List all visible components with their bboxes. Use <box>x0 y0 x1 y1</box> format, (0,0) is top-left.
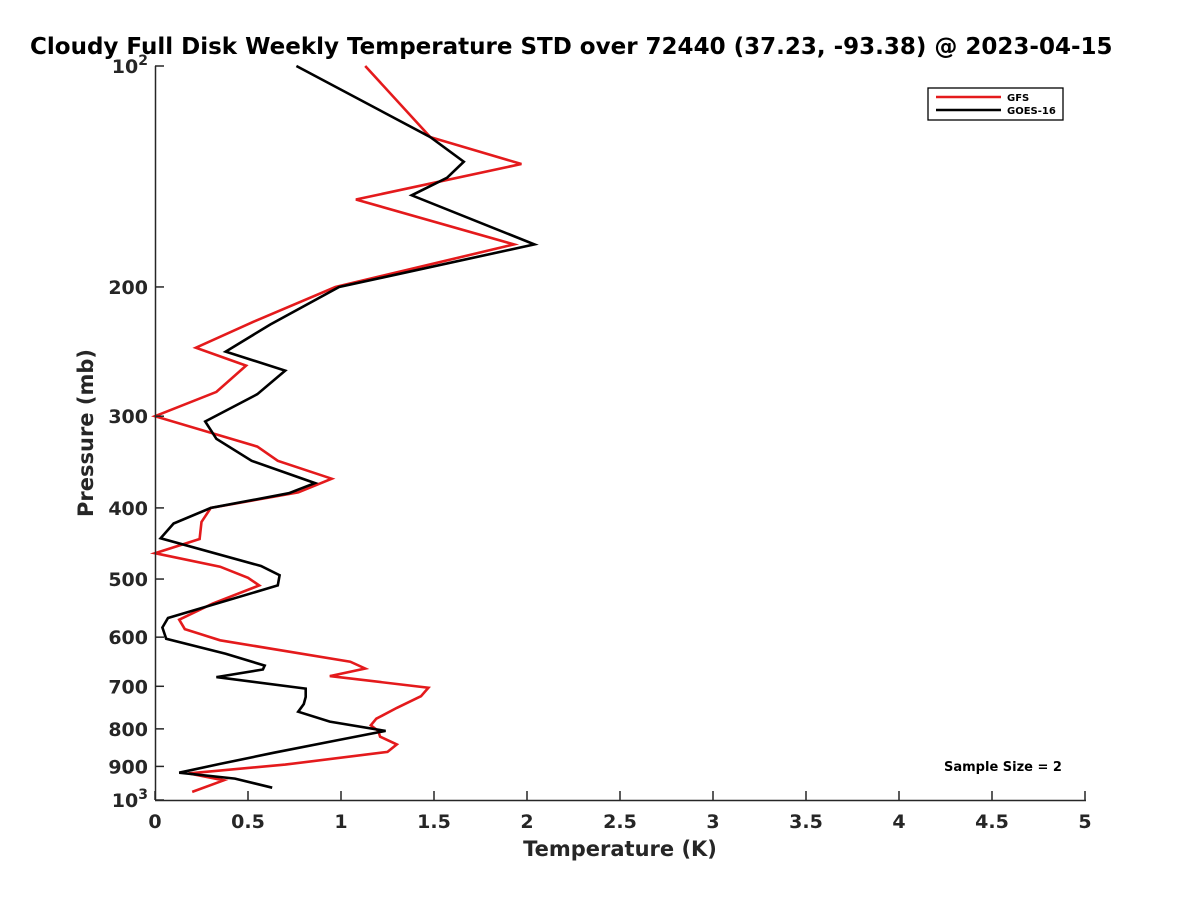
y-tick-label: 900 <box>108 756 148 778</box>
y-tick-label: 200 <box>108 277 148 299</box>
x-tick-label: 0 <box>148 811 161 833</box>
series-line-goes16 <box>158 64 539 789</box>
x-tick-label: 3 <box>706 811 719 833</box>
plot-lines <box>149 64 539 794</box>
y-axis-label: Pressure (mb) <box>74 349 98 517</box>
y-tick-label: 300 <box>108 406 148 428</box>
x-tick-label: 3.5 <box>789 811 823 833</box>
y-tick-label: 102 <box>112 53 148 78</box>
y-tick-label: 800 <box>108 719 148 741</box>
legend-label-gfs: GFS <box>1007 93 1029 104</box>
chart-title: Cloudy Full Disk Weekly Temperature STD … <box>30 34 1113 60</box>
x-tick-label: 5 <box>1078 811 1091 833</box>
y-ticks: 102 200 300 400 500 600 700 800 900 103 <box>108 53 164 812</box>
x-ticks: 0 0.5 1 1.5 2 2.5 3 3.5 4 4.5 5 <box>148 791 1092 833</box>
y-tick-label: 700 <box>108 676 148 698</box>
legend-box <box>927 87 1064 121</box>
x-tick-label: 1.5 <box>417 811 451 833</box>
x-axis-label: Temperature (K) <box>523 837 717 861</box>
x-tick-label: 2.5 <box>603 811 637 833</box>
axes: 0 0.5 1 1.5 2 2.5 3 3.5 4 4.5 5 102 200 300 400 500 600… <box>108 53 1091 833</box>
x-tick-label: 0.5 <box>231 811 265 833</box>
y-tick-label: 600 <box>108 627 148 649</box>
x-tick-label: 4.5 <box>975 811 1009 833</box>
y-tick-label: 400 <box>108 498 148 520</box>
legend: GFS GOES-16 <box>927 87 1064 121</box>
y-tick-label: 103 <box>112 787 148 812</box>
x-tick-label: 2 <box>520 811 533 833</box>
y-tick-label: 500 <box>108 569 148 591</box>
x-tick-label: 4 <box>892 811 905 833</box>
legend-label-goes16: GOES-16 <box>1007 106 1056 117</box>
sample-size-annotation: Sample Size = 2 <box>944 760 1062 775</box>
x-tick-label: 1 <box>334 811 347 833</box>
